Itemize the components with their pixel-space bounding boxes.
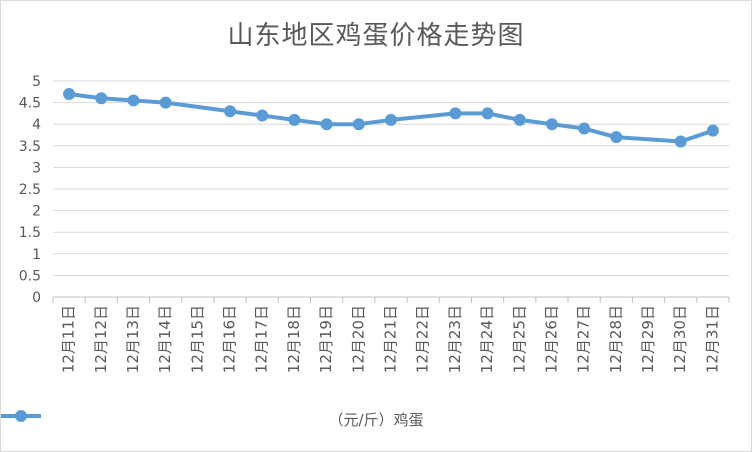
x-tick-label: 12月11日	[60, 305, 78, 373]
y-tick-label: 1.5	[19, 225, 41, 241]
data-point	[385, 113, 397, 126]
data-point	[513, 113, 526, 126]
x-tick-label: 12月30日	[671, 305, 689, 373]
data-point	[481, 107, 494, 120]
x-tick-label: 12月16日	[221, 305, 239, 373]
y-tick-label: 3	[32, 160, 41, 176]
y-tick-label: 2	[32, 204, 41, 220]
x-tick-label: 12月25日	[510, 305, 528, 373]
x-tick-label: 12月23日	[446, 305, 464, 373]
x-tick-label: 12月20日	[349, 305, 367, 373]
data-point	[352, 118, 365, 131]
x-tick-label: 12月14日	[156, 305, 174, 373]
data-point	[159, 96, 172, 109]
legend-label: （元/斤）鸡蛋	[328, 410, 424, 429]
x-tick-label: 12月21日	[382, 305, 400, 373]
legend: （元/斤）鸡蛋	[1, 406, 751, 432]
legend-line-marker-icon	[1, 410, 41, 422]
y-tick-label: 0	[32, 290, 41, 306]
data-point	[224, 105, 237, 118]
x-tick-label: 12月15日	[188, 305, 206, 373]
data-point	[288, 113, 301, 126]
y-tick-label: 2.5	[19, 182, 41, 198]
x-tick-label: 12月24日	[478, 305, 496, 373]
x-tick-label: 12月13日	[124, 305, 142, 373]
data-point	[674, 135, 687, 148]
y-tick-label: 5	[32, 74, 41, 90]
data-point	[63, 87, 76, 100]
x-tick-label: 12月29日	[639, 305, 657, 373]
x-tick-label: 12月12日	[92, 305, 110, 373]
data-point	[127, 94, 140, 107]
y-tick-label: 3.5	[19, 139, 41, 155]
x-tick-label: 12月26日	[542, 305, 560, 373]
y-tick-label: 4	[32, 117, 41, 133]
chart-title: 山东地区鸡蛋价格走势图	[227, 21, 525, 51]
data-point	[545, 118, 558, 131]
x-tick-label: 12月28日	[607, 305, 625, 373]
data-point	[95, 92, 108, 105]
x-tick-label: 12月27日	[575, 305, 593, 373]
x-tick-label: 12月31日	[703, 305, 721, 373]
y-tick-label: 1	[32, 247, 41, 263]
x-tick-label: 12月17日	[253, 305, 271, 373]
data-point	[610, 131, 623, 144]
x-tick-label: 12月19日	[317, 305, 335, 373]
y-tick-label: 0.5	[19, 268, 41, 284]
data-point	[256, 109, 269, 122]
x-tick-label: 12月18日	[285, 305, 303, 373]
data-point	[706, 124, 719, 137]
y-tick-label: 4.5	[19, 96, 41, 112]
x-tick-label: 12月22日	[414, 305, 432, 373]
data-point	[578, 122, 591, 135]
data-point	[320, 118, 333, 131]
data-point	[449, 107, 462, 120]
